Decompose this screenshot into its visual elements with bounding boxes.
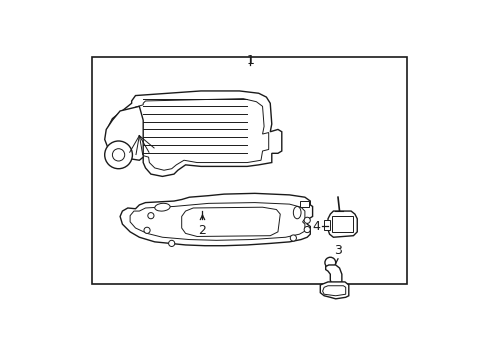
Text: 1: 1 [246,54,254,67]
Polygon shape [327,211,357,237]
Circle shape [143,227,150,233]
Text: 3: 3 [333,244,341,257]
Bar [331,216,353,232]
Circle shape [304,226,310,233]
Polygon shape [325,265,341,283]
Text: 2: 2 [198,224,206,237]
Bar [299,201,308,207]
Circle shape [112,149,124,161]
Circle shape [324,257,335,268]
Circle shape [304,217,310,223]
Text: 4: 4 [312,220,320,233]
Polygon shape [104,106,143,160]
Ellipse shape [155,203,170,211]
Ellipse shape [293,206,301,219]
Circle shape [147,213,154,219]
Polygon shape [182,207,280,237]
Polygon shape [320,282,348,299]
Circle shape [104,141,132,169]
Circle shape [290,235,296,241]
Bar [91,57,407,284]
Polygon shape [108,91,281,176]
Bar [324,220,329,230]
Circle shape [168,240,174,247]
Polygon shape [120,193,312,246]
